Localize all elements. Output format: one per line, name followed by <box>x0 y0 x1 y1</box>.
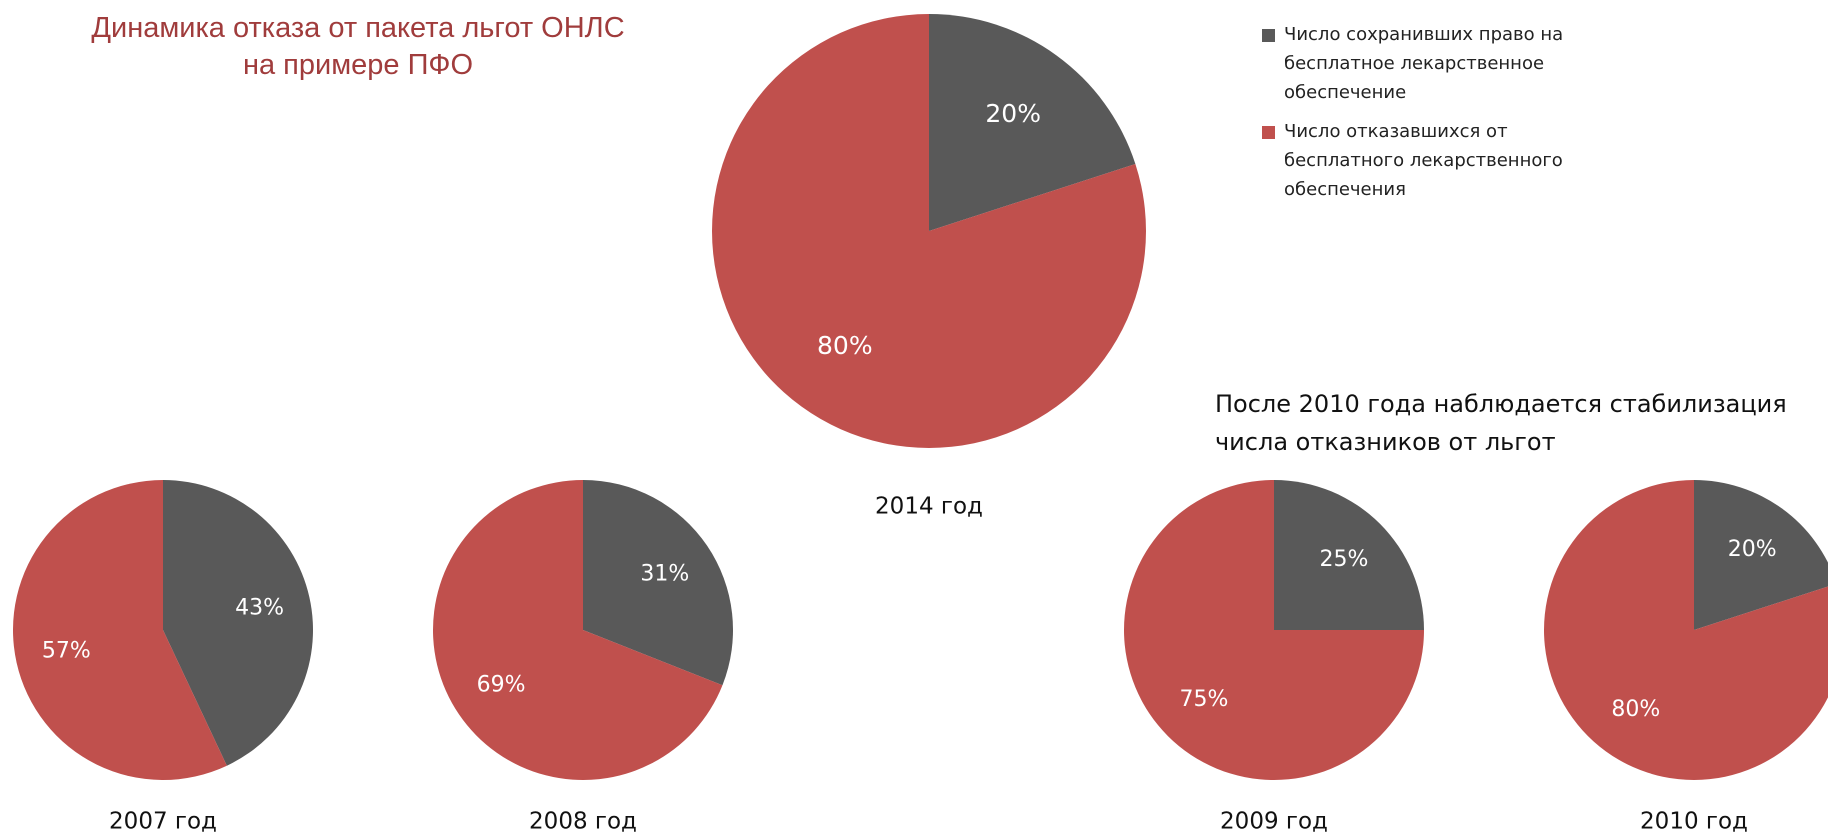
value-label: 80% <box>817 331 873 360</box>
value-label: 31% <box>640 561 689 586</box>
legend-label: Число отказавшихся от бесплатного лекарс… <box>1284 121 1563 200</box>
legend-item: Число отказавшихся от бесплатного лекарс… <box>1262 117 1592 204</box>
legend-swatch <box>1262 126 1275 139</box>
pie-title: 2008 год <box>529 809 637 835</box>
pie-slice <box>163 480 314 766</box>
value-label: 20% <box>985 99 1041 128</box>
pie-slice <box>1124 480 1424 780</box>
legend-item: Число сохранивших право на бесплатное ле… <box>1262 20 1592 107</box>
value-label: 25% <box>1320 547 1369 572</box>
pie-slice <box>1544 480 1828 780</box>
value-label: 69% <box>477 673 526 698</box>
pie-slice <box>712 14 1147 449</box>
value-label: 20% <box>1728 537 1777 562</box>
value-label: 43% <box>235 595 284 620</box>
annotation: После 2010 года наблюдается стабилизация… <box>1215 390 1787 456</box>
pie-slice <box>433 480 723 780</box>
pie-slice <box>1694 480 1828 630</box>
value-label: 57% <box>42 639 91 664</box>
legend-label: Число сохранивших право на бесплатное ле… <box>1284 24 1564 103</box>
pie-slice <box>929 14 1136 231</box>
page-title: Динамика отказа от пакета льгот ОНЛС на … <box>91 12 625 81</box>
legend: Число сохранивших право на бесплатное ле… <box>1262 20 1592 214</box>
pie-slice <box>1274 480 1424 630</box>
pie-title: 2010 год <box>1640 809 1748 835</box>
pie-title: 2009 год <box>1220 809 1328 835</box>
value-label: 75% <box>1180 687 1229 712</box>
legend-swatch <box>1262 29 1275 42</box>
pie-title: 2007 год <box>109 809 217 835</box>
value-label: 80% <box>1611 697 1660 722</box>
pie-title: 2014 год <box>875 494 983 520</box>
pie-slice <box>583 480 733 686</box>
pie-slice <box>13 480 227 780</box>
